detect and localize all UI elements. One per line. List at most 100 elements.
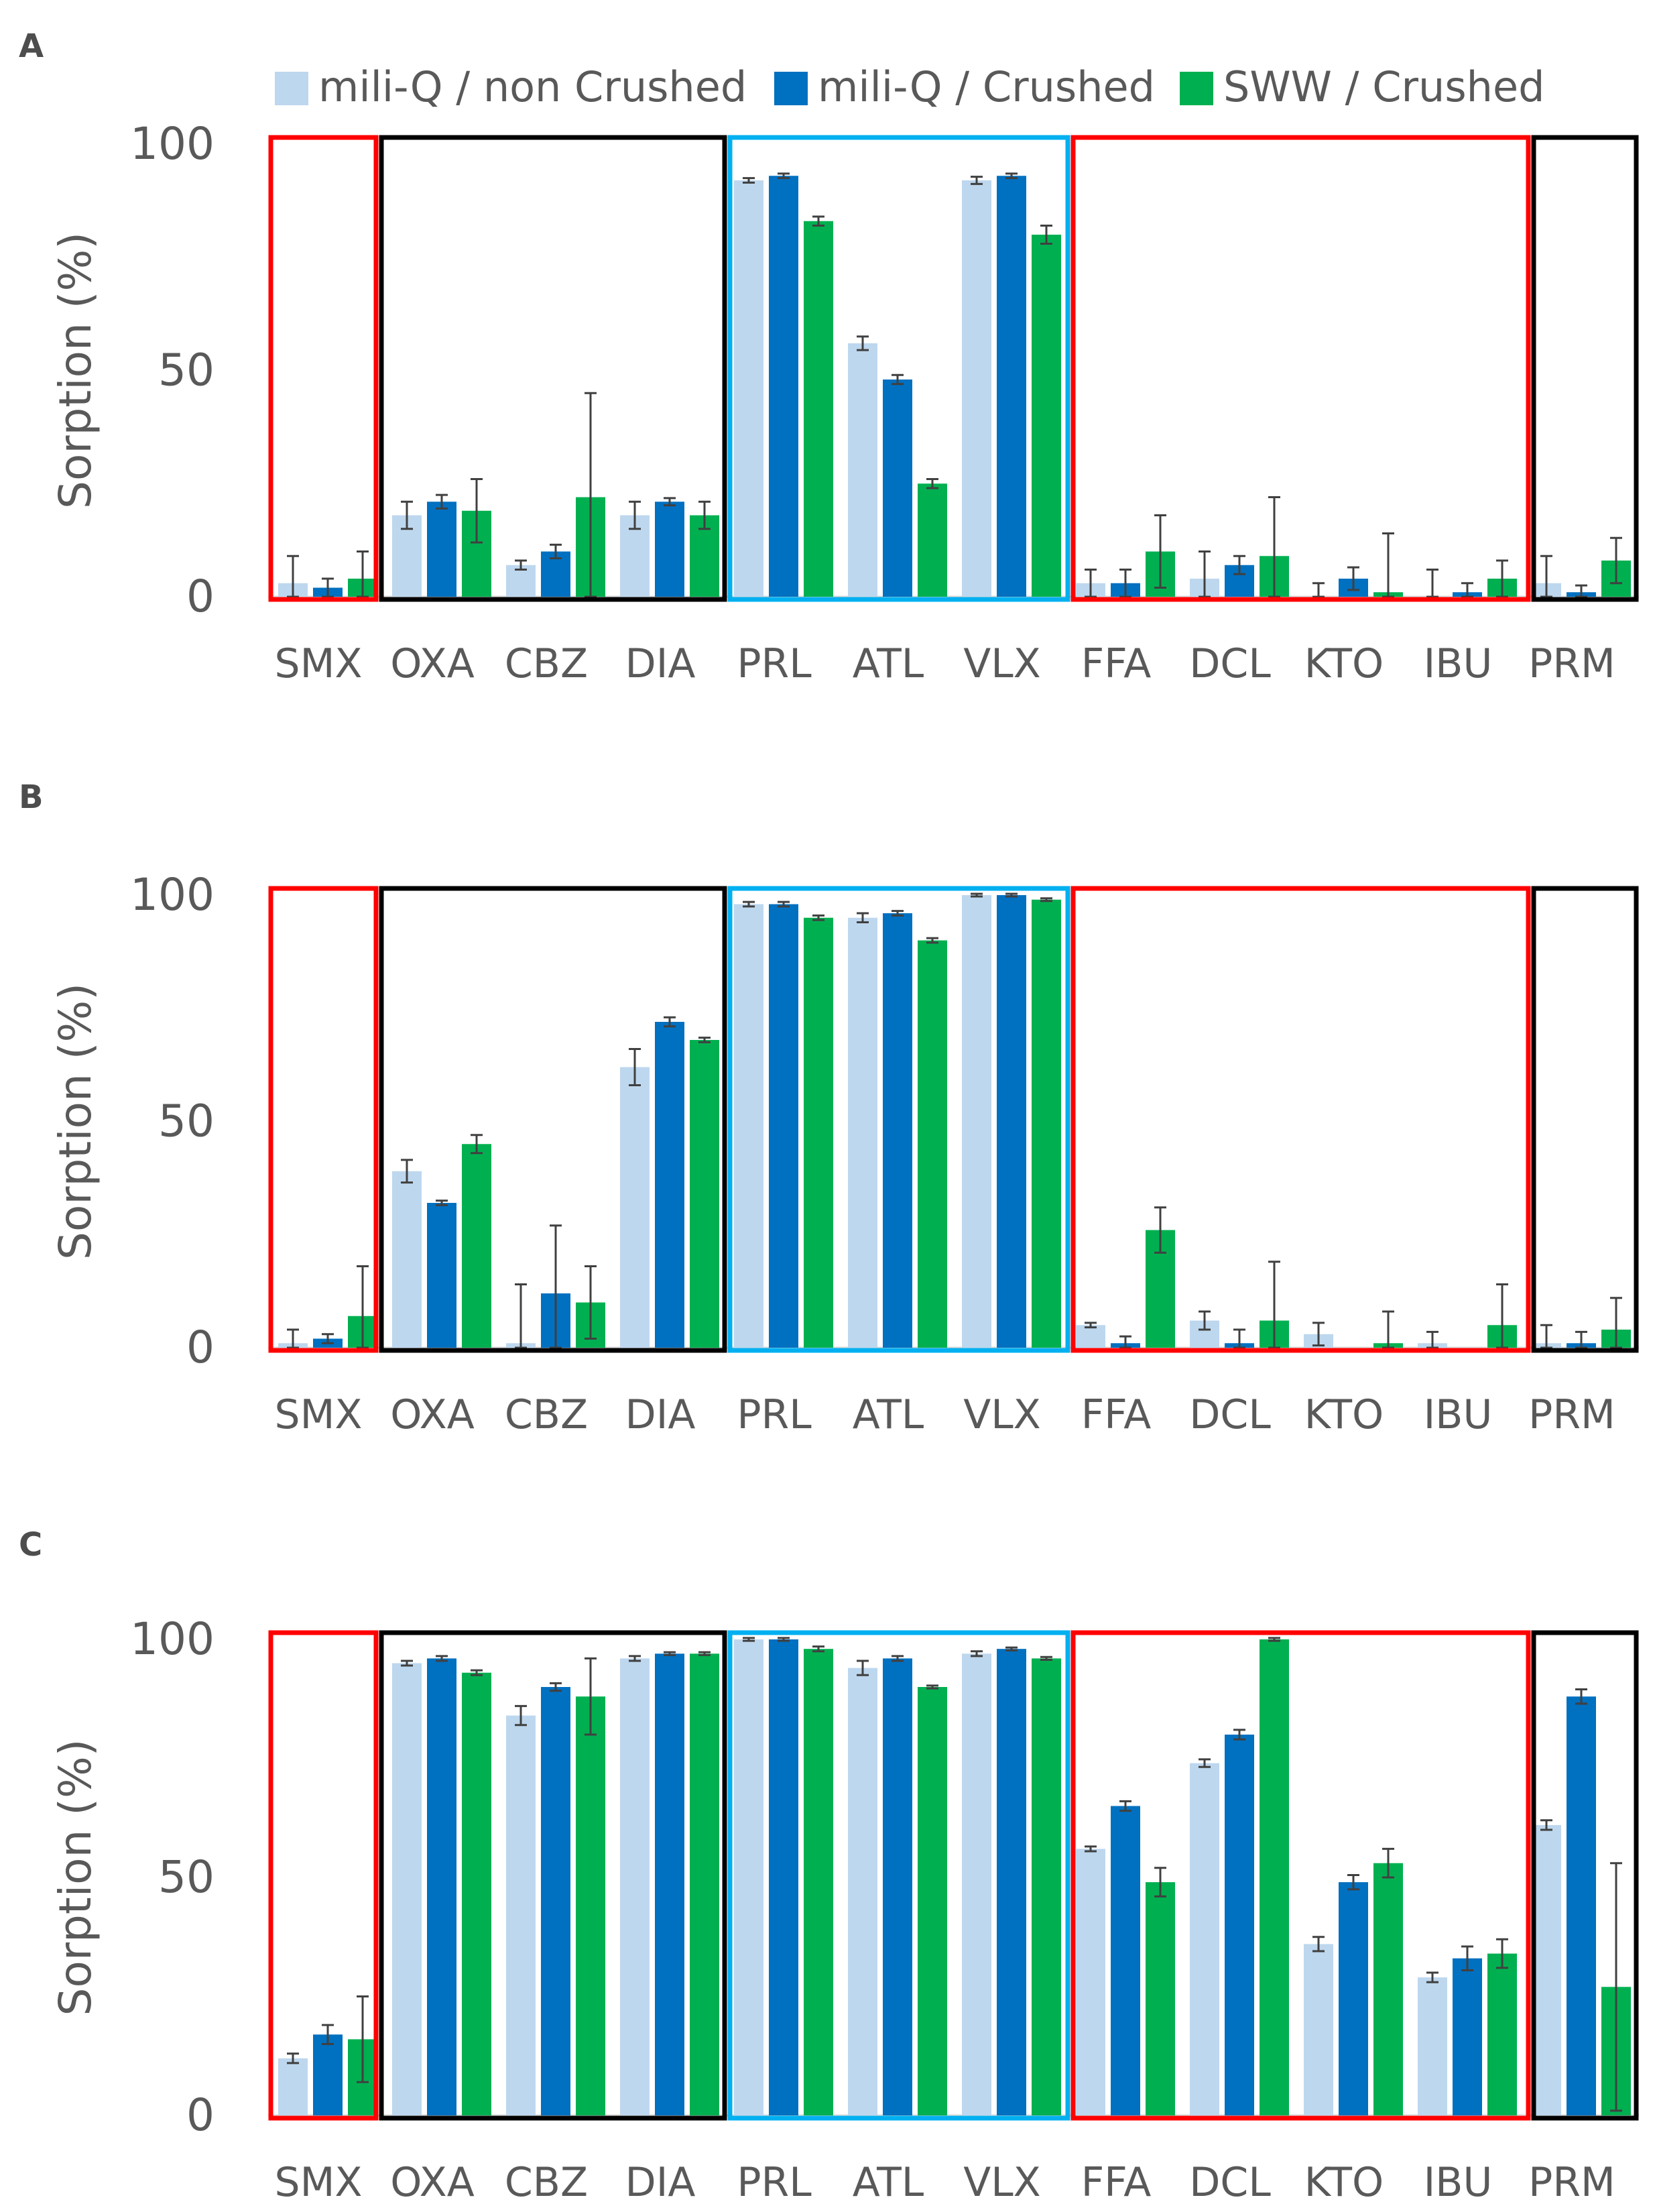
x-tick-label: FFA — [1081, 1391, 1152, 1438]
x-tick-label: OXA — [390, 640, 475, 687]
x-tick-label: OXA — [390, 1391, 475, 1438]
group-box-black — [379, 886, 727, 1353]
bar — [576, 1696, 605, 2115]
panel-b: B Sorption (%) 0 50 100 SMX OXA CBZ DIA PRL ATL VLX… — [19, 778, 1639, 1438]
panel-letter: C — [19, 1526, 42, 1564]
x-tick-label: PRM — [1528, 640, 1615, 687]
bar — [278, 2058, 308, 2115]
group-box-cyan — [727, 1630, 1070, 2121]
legend-swatch-2 — [774, 72, 808, 105]
x-tick-label: DCL — [1189, 2159, 1271, 2206]
bar — [1339, 1882, 1368, 2115]
x-tick-label: PRL — [737, 640, 812, 687]
bar — [962, 1653, 991, 2115]
x-tick-label: DIA — [625, 640, 696, 687]
bar — [918, 483, 947, 597]
bar — [427, 1203, 456, 1348]
y-tick-label: 50 — [158, 1851, 214, 1903]
y-axis-title: Sorption (%) — [50, 232, 101, 509]
bar — [1032, 899, 1061, 1348]
bar — [962, 180, 991, 597]
bar — [804, 221, 833, 597]
bar — [848, 343, 877, 597]
x-tick-label: VLX — [963, 1391, 1041, 1438]
bar — [997, 176, 1026, 597]
bar — [883, 1658, 912, 2115]
bar — [734, 904, 763, 1348]
panel-letter: B — [19, 778, 44, 816]
group-box-red — [1070, 886, 1531, 1353]
y-tick-label: 100 — [130, 118, 214, 170]
bar — [804, 1649, 833, 2115]
group-box-cyan — [727, 886, 1070, 1353]
x-tick-label: DCL — [1189, 640, 1271, 687]
bar — [769, 1639, 798, 2115]
bar — [997, 895, 1026, 1348]
x-tick-label: DIA — [625, 2159, 696, 2206]
group-box-red — [268, 1630, 379, 2121]
bar — [462, 1144, 491, 1348]
bar — [690, 1653, 719, 2115]
x-tick-label: ATL — [853, 1391, 924, 1438]
bar — [1418, 1977, 1447, 2115]
y-tick-label: 50 — [158, 1096, 214, 1147]
x-tick-label: ATL — [853, 640, 924, 687]
x-tick-label: PRM — [1528, 2159, 1615, 2206]
y-tick-label: 0 — [186, 571, 214, 622]
bar — [734, 180, 763, 597]
x-tick-label: ATL — [853, 2159, 924, 2206]
group-box-red — [268, 135, 379, 602]
x-tick-label: PRL — [737, 1391, 812, 1438]
bar — [1532, 1824, 1561, 2115]
y-tick-label: 50 — [158, 345, 214, 396]
x-tick-label: SMX — [275, 2159, 363, 2206]
y-tick-label: 0 — [186, 1322, 214, 1373]
bar — [734, 1639, 763, 2115]
bar — [1567, 1696, 1596, 2115]
bar — [655, 502, 684, 597]
group-box-black — [1531, 135, 1639, 602]
bar — [392, 1171, 422, 1348]
group-box-red — [1070, 135, 1531, 602]
y-axis-title: Sorption (%) — [50, 1739, 101, 2016]
group-box-black — [1531, 886, 1639, 1353]
x-tick-label: SMX — [275, 640, 363, 687]
bar — [1076, 1849, 1105, 2115]
panel-c: C Sorption (%) 0 50 100 SMX OXA CBZ DIA PRL ATL VLX… — [19, 1526, 1639, 2206]
x-tick-label: FFA — [1081, 640, 1152, 687]
bar — [848, 1668, 877, 2115]
x-tick-label: KTO — [1304, 640, 1384, 687]
bar — [1487, 1953, 1517, 2115]
y-tick-label: 100 — [130, 869, 214, 921]
group-box-black — [379, 135, 727, 602]
bar — [804, 917, 833, 1348]
bar — [883, 380, 912, 597]
bar — [655, 1022, 684, 1348]
x-tick-label: KTO — [1304, 2159, 1384, 2206]
bar — [769, 904, 798, 1348]
panel-a: A Sorption (%) 0 50 100 SMX OXA CBZ DIA PRL ATL VLX… — [19, 27, 1639, 687]
x-tick-label: CBZ — [505, 1391, 588, 1438]
x-tick-label: IBU — [1424, 1391, 1493, 1438]
bar — [620, 1067, 650, 1348]
bar — [427, 502, 456, 597]
x-tick-label: IBU — [1424, 640, 1493, 687]
bar — [1260, 1639, 1289, 2115]
bar — [1076, 1325, 1105, 1348]
bar — [690, 1040, 719, 1348]
bar — [655, 1653, 684, 2115]
y-tick-label: 100 — [130, 1613, 214, 1665]
group-box-cyan — [727, 135, 1070, 602]
x-tick-label: IBU — [1424, 2159, 1493, 2206]
bar — [1032, 235, 1061, 597]
legend: mili-Q / non Crushed mili-Q / Crushed SWW … — [275, 62, 1544, 111]
legend-label-1: mili-Q / non Crushed — [318, 62, 747, 111]
bar — [392, 1663, 422, 2115]
group-box-black — [1531, 1630, 1639, 2121]
panels: A Sorption (%) 0 50 100 SMX OXA CBZ DIA PRL ATL VLX… — [19, 27, 1639, 2206]
x-tick-label: VLX — [963, 2159, 1041, 2206]
bar — [541, 1687, 570, 2115]
bar — [313, 2034, 343, 2115]
y-axis-title: Sorption (%) — [50, 983, 101, 1260]
